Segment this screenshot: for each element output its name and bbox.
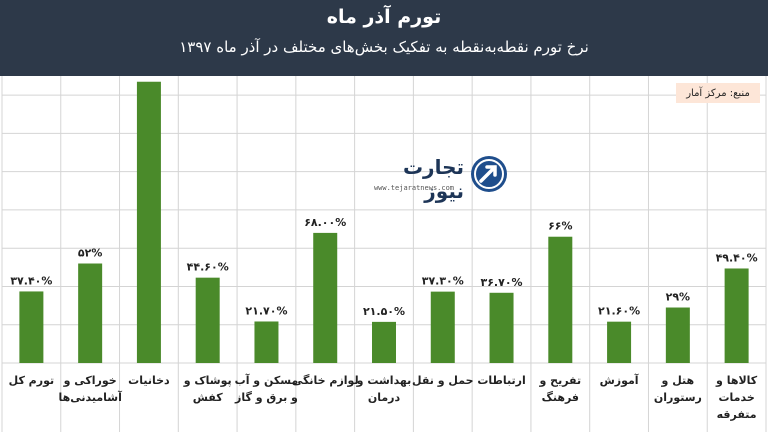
value-label: ۶۸.۰۰%	[304, 216, 346, 229]
upward-arrow-logo-icon	[471, 156, 507, 192]
value-label: ۴۹.۴۰%	[716, 251, 758, 264]
bar	[724, 268, 749, 363]
bar	[195, 277, 220, 363]
category-label: خدمات	[718, 391, 754, 404]
category-label: هتل و	[661, 374, 695, 387]
bar	[489, 292, 514, 363]
value-label: ۲۱.۶۰%	[598, 305, 640, 318]
value-label: ۳۶.۷۰%	[481, 276, 523, 289]
value-label: ۲۹%	[666, 291, 690, 304]
category-label: تفریح و	[538, 374, 581, 387]
category-label: پوشاک و	[183, 374, 232, 387]
value-label: ۶۶%	[548, 220, 572, 233]
category-label: آشامیدنی‌ها	[58, 390, 122, 404]
watermark-logo: تجارت نیوز www.tejaratnews.com	[360, 153, 510, 203]
bar	[548, 236, 573, 363]
category-label: حمل و نقل	[412, 374, 473, 387]
value-label: ۳۷.۳۰%	[422, 275, 464, 288]
category-label: بهداشت و	[356, 374, 412, 387]
watermark-url: www.tejaratnews.com	[373, 184, 455, 192]
bar	[78, 263, 103, 363]
value-label: ۲۱.۷۰%	[245, 304, 287, 317]
category-label: کفش	[193, 391, 223, 404]
bar	[665, 307, 690, 363]
value-label: ۲۱.۵۰%	[363, 305, 405, 318]
bar	[19, 291, 44, 363]
category-label: رستوران	[654, 391, 702, 404]
source-note: منبع: مرکز آمار	[676, 83, 760, 103]
category-label: ارتباطات	[477, 374, 525, 387]
category-label: کالاها و	[715, 374, 758, 387]
category-label: خوراکی و	[63, 374, 117, 387]
bar	[136, 81, 161, 364]
category-label: تورم کل	[9, 374, 54, 387]
category-label: دخانیات	[128, 374, 170, 387]
category-label: درمان	[368, 391, 401, 404]
chart-header: تورم آذر ماه نرخ تورم نقطه‌به‌نقطه به تف…	[0, 0, 768, 76]
bar	[607, 321, 632, 363]
value-label: ۴۴.۶۰%	[187, 261, 229, 274]
bar	[313, 232, 338, 363]
category-label: و برق و گاز	[234, 391, 298, 404]
category-label: مسکن و آب	[235, 373, 299, 387]
value-label: ۵۲%	[78, 247, 102, 260]
bar	[254, 321, 279, 363]
category-label: فرهنگ	[542, 390, 579, 404]
bar	[430, 291, 455, 363]
category-label: آموزش	[600, 373, 639, 387]
bar	[372, 321, 396, 363]
category-label: متفرقه	[717, 408, 757, 421]
chart-subtitle: نرخ تورم نقطه‌به‌نقطه به تفکیک بخش‌های م…	[179, 38, 589, 56]
watermark-brand: تجارت نیوز	[402, 155, 464, 203]
category-label: لوازم خانگی	[292, 374, 359, 387]
chart-title: تورم آذر ماه	[326, 6, 442, 28]
value-label: ۳۷.۴۰%	[10, 274, 52, 287]
